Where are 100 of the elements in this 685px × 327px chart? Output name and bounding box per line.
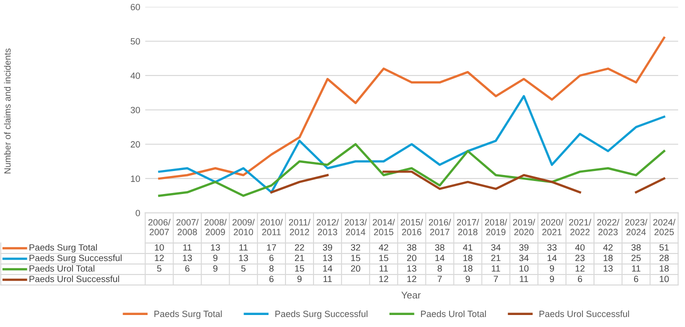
data-label: 18 xyxy=(463,265,472,272)
data-label: 21 xyxy=(491,254,500,262)
data-label: 20 xyxy=(407,254,416,262)
data-label: 13 xyxy=(604,265,613,272)
data-label: 6 xyxy=(269,276,274,282)
data-label: 9 xyxy=(213,254,218,262)
data-label: 42 xyxy=(603,244,613,251)
x-tick-label: 2013/ 2014 xyxy=(344,218,367,236)
data-label: 51 xyxy=(659,244,669,251)
data-label: 14 xyxy=(323,265,332,272)
data-label: 11 xyxy=(183,244,192,251)
y-tick-label: 0 xyxy=(136,210,140,216)
data-label: 28 xyxy=(660,254,669,262)
x-tick-label: 2009/ 2010 xyxy=(232,218,255,236)
data-label: 38 xyxy=(407,244,416,251)
data-label: 13 xyxy=(239,254,248,262)
data-label: 13 xyxy=(211,244,220,251)
data-label: 41 xyxy=(462,244,472,251)
data-label: 5 xyxy=(241,265,246,272)
data-label: 18 xyxy=(660,265,669,272)
data-label: 12 xyxy=(576,265,585,272)
data-label: 13 xyxy=(182,254,192,262)
x-tick-label: 2011/ 2012 xyxy=(288,218,310,236)
data-label: 10 xyxy=(154,244,164,251)
text: Paeds Surg Successful xyxy=(275,310,368,319)
data-label: 6 xyxy=(634,276,638,282)
data-label: 38 xyxy=(435,244,444,251)
y-tick-label: 40 xyxy=(130,72,140,79)
data-label: 42 xyxy=(378,244,388,251)
data-label: 23 xyxy=(575,254,585,262)
x-tick-label: 2014/ 2015 xyxy=(372,218,395,236)
x-tick-label: 2008/ 2009 xyxy=(204,218,227,236)
data-label: 7 xyxy=(494,276,498,282)
data-label: 17 xyxy=(267,244,276,251)
data-label: 11 xyxy=(520,276,528,282)
data-label: 6 xyxy=(578,276,582,282)
text: Year xyxy=(401,292,421,299)
x-tick-label: 2019/ 2020 xyxy=(513,218,536,236)
data-label: 40 xyxy=(575,244,585,251)
line-series xyxy=(158,36,666,180)
data-label: 13 xyxy=(407,265,416,272)
data-label: 12 xyxy=(154,254,164,262)
data-label: 11 xyxy=(239,244,248,251)
data-label: 7 xyxy=(438,276,442,282)
x-tick-label: 2015/ 2016 xyxy=(400,218,423,236)
y-tick-label: 60 xyxy=(130,4,140,10)
data-label: 34 xyxy=(491,244,501,251)
data-label: 6 xyxy=(185,265,190,272)
x-tick-label: 2010/ 2011 xyxy=(260,218,283,236)
legend-label: Paeds Surg Total xyxy=(30,244,97,252)
x-tick-label: 2018/ 2019 xyxy=(484,218,508,236)
legend-label: Paeds Urol Total xyxy=(30,265,94,272)
x-tick-label: 2024/ 2025 xyxy=(653,218,676,236)
data-label: 33 xyxy=(547,244,557,251)
text: Paeds Urol Total xyxy=(421,310,486,318)
data-label: 8 xyxy=(269,265,274,272)
line-series xyxy=(158,95,666,194)
data-label: 10 xyxy=(520,265,529,272)
text: Paeds Urol Successful xyxy=(30,276,120,282)
data-label: 11 xyxy=(380,265,388,272)
data-label: 15 xyxy=(295,265,304,272)
data-label: 39 xyxy=(322,244,332,251)
data-label: 18 xyxy=(463,254,472,262)
data-label: 22 xyxy=(294,244,304,251)
data-label: 11 xyxy=(632,265,640,272)
data-label: 21 xyxy=(294,254,304,262)
data-label: 14 xyxy=(435,254,444,262)
data-label: 10 xyxy=(660,276,669,282)
data-label: 38 xyxy=(631,244,641,251)
data-label: 13 xyxy=(323,254,332,262)
data-label: 11 xyxy=(324,276,332,282)
data-label: 15 xyxy=(351,254,360,262)
x-tick-label: 2007/ 2008 xyxy=(176,218,199,236)
y-tick-label: 20 xyxy=(130,141,140,148)
data-label: 14 xyxy=(548,254,557,262)
x-tick-label: 2021/ 2022 xyxy=(569,218,592,236)
data-label: 9 xyxy=(550,265,554,272)
legend-label: Paeds Surg Successful xyxy=(30,254,122,263)
y-tick-label: 50 xyxy=(130,38,140,45)
x-tick-label: 2017/ 2018 xyxy=(456,218,480,236)
line-series xyxy=(158,143,666,197)
data-label: 8 xyxy=(438,265,442,272)
data-label: 18 xyxy=(604,254,613,262)
y-tick-label: 10 xyxy=(131,176,140,182)
data-label: 5 xyxy=(157,265,162,272)
data-label: 12 xyxy=(379,276,388,282)
x-tick-label: 2020/ 2021 xyxy=(541,218,564,236)
text: Number of claims and incidents xyxy=(4,48,11,174)
x-tick-label: 2022/ 2023 xyxy=(597,218,620,236)
data-label: 9 xyxy=(213,265,218,272)
data-label: 20 xyxy=(351,265,360,272)
data-label: 9 xyxy=(550,276,554,282)
data-label: 12 xyxy=(407,276,416,282)
x-tick-label: 2016/ 2017 xyxy=(428,218,452,236)
x-tick-label: 2012/ 2013 xyxy=(316,218,339,236)
data-label: 39 xyxy=(519,244,528,251)
data-label: 11 xyxy=(492,265,500,272)
data-label: 15 xyxy=(379,254,388,262)
data-label: 32 xyxy=(350,244,360,251)
y-tick-label: 30 xyxy=(130,106,140,114)
